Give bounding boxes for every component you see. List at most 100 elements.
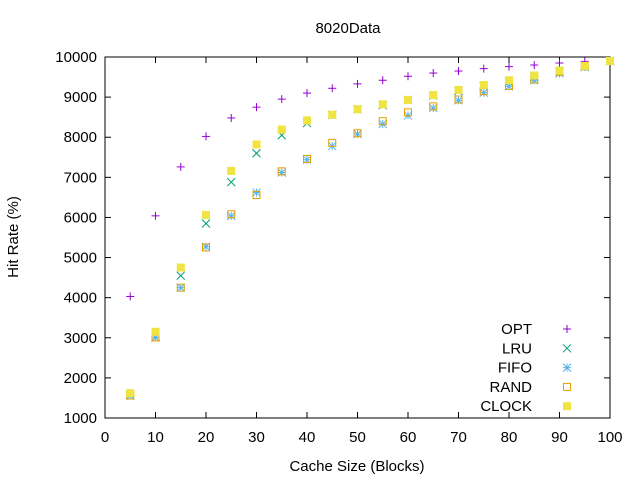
point-clock xyxy=(176,263,185,272)
point-opt xyxy=(555,59,564,68)
point-opt xyxy=(202,132,210,141)
legend: OPT LRU FIFO RAND CLOCK xyxy=(480,321,572,415)
point-opt xyxy=(505,62,513,71)
x-axis-label: Cache Size (Blocks) xyxy=(289,458,424,475)
series-rand xyxy=(126,57,614,400)
point-rand xyxy=(429,102,438,111)
y-tick-label: 9000 xyxy=(64,89,97,106)
point-fifo xyxy=(428,103,438,113)
data-points xyxy=(125,56,615,400)
point-opt xyxy=(176,162,185,171)
point-lru xyxy=(226,177,236,187)
legend-marker-lru xyxy=(562,343,572,353)
point-opt xyxy=(454,67,463,76)
point-rand xyxy=(404,108,412,117)
point-opt xyxy=(404,72,412,81)
point-clock xyxy=(328,110,337,119)
point-clock xyxy=(454,85,463,94)
point-clock xyxy=(151,327,160,336)
legend-marker-fifo xyxy=(562,363,572,372)
point-opt xyxy=(151,211,160,220)
chart-title: 8020Data xyxy=(315,20,381,37)
point-fifo xyxy=(378,119,388,129)
point-opt xyxy=(429,69,438,78)
point-fifo xyxy=(479,88,489,98)
legend-label: FIFO xyxy=(498,360,532,377)
point-lru xyxy=(176,271,186,280)
x-tick-label: 10 xyxy=(147,429,164,446)
point-clock xyxy=(252,140,261,149)
point-rand xyxy=(176,283,185,292)
point-clock xyxy=(227,166,236,175)
point-clock xyxy=(505,76,513,85)
series-clock xyxy=(126,57,614,398)
point-rand xyxy=(454,95,463,104)
x-tick-label: 80 xyxy=(501,429,518,446)
point-clock xyxy=(530,71,539,80)
point-rand xyxy=(353,129,362,138)
series-opt xyxy=(126,57,614,301)
y-tick-label: 7000 xyxy=(64,169,97,186)
y-tick-label: 2000 xyxy=(64,370,97,387)
x-tick-label: 90 xyxy=(551,429,568,446)
point-clock xyxy=(126,389,135,398)
y-axis-label: Hit Rate (%) xyxy=(5,196,22,278)
point-fifo xyxy=(277,168,287,177)
y-tick-label: 8000 xyxy=(64,129,97,146)
point-rand xyxy=(227,210,236,219)
point-rand xyxy=(202,243,210,252)
legend-marker-clock xyxy=(563,402,571,411)
point-fifo xyxy=(176,283,186,292)
point-clock xyxy=(479,81,488,90)
point-rand xyxy=(277,167,286,176)
x-axis: 0 10 20 30 40 50 60 70 80 90 100 xyxy=(101,57,623,446)
point-clock xyxy=(353,105,362,114)
x-tick-label: 60 xyxy=(400,429,417,446)
point-clock xyxy=(555,66,564,75)
x-tick-label: 40 xyxy=(299,429,316,446)
point-opt xyxy=(277,95,286,104)
point-opt xyxy=(126,292,135,301)
point-clock xyxy=(404,95,412,104)
y-axis: 1000 2000 3000 4000 5000 6000 7000 8000 9000 1000… xyxy=(55,49,610,427)
x-tick-label: 30 xyxy=(248,429,265,446)
point-opt xyxy=(479,64,488,73)
point-clock xyxy=(378,100,387,109)
point-opt xyxy=(530,61,539,70)
x-tick-label: 50 xyxy=(349,429,366,446)
legend-marker-rand xyxy=(563,382,571,391)
point-opt xyxy=(353,79,362,88)
x-tick-label: 20 xyxy=(198,429,215,446)
point-rand xyxy=(303,154,311,163)
x-tick-label: 100 xyxy=(597,429,622,446)
legend-label: LRU xyxy=(502,340,532,357)
point-opt xyxy=(227,113,236,122)
series-lru xyxy=(125,56,615,400)
y-tick-label: 4000 xyxy=(64,290,97,307)
y-tick-label: 5000 xyxy=(64,250,97,267)
x-tick-label: 0 xyxy=(101,429,109,446)
y-tick-label: 3000 xyxy=(64,330,97,347)
point-rand xyxy=(252,190,261,199)
point-clock xyxy=(580,61,589,70)
y-tick-label: 1000 xyxy=(64,410,97,427)
point-opt xyxy=(303,89,311,98)
legend-label: OPT xyxy=(501,321,532,338)
point-clock xyxy=(277,125,286,134)
point-opt xyxy=(378,76,387,85)
point-clock xyxy=(606,57,614,66)
point-lru xyxy=(201,219,211,228)
point-fifo xyxy=(252,188,261,197)
y-tick-label: 6000 xyxy=(64,209,97,226)
point-rand xyxy=(328,138,337,147)
legend-label: CLOCK xyxy=(480,398,532,415)
point-clock xyxy=(429,91,438,100)
point-clock xyxy=(202,211,210,220)
point-fifo xyxy=(226,211,236,221)
point-opt xyxy=(328,84,337,93)
y-tick-label: 10000 xyxy=(55,49,97,66)
point-rand xyxy=(378,117,387,126)
point-clock xyxy=(303,116,311,125)
x-tick-label: 70 xyxy=(450,429,467,446)
